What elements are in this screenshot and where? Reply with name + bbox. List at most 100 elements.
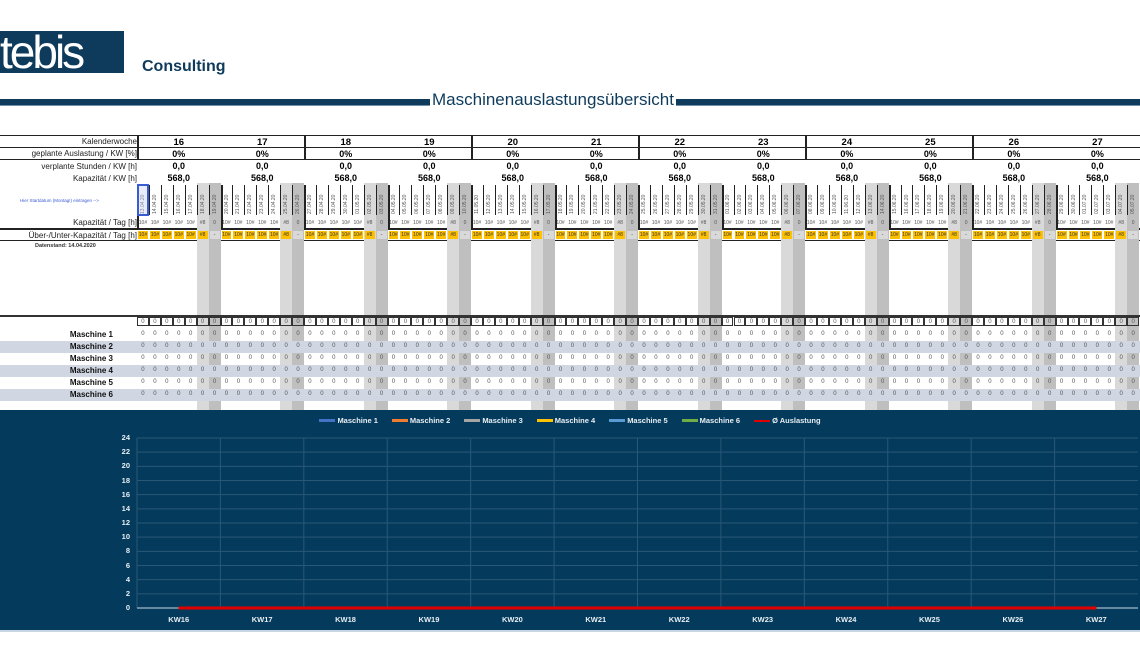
day-date[interactable]: 17.05.20: [545, 194, 552, 214]
day-border: [805, 185, 808, 228]
day-date[interactable]: 03.07.20: [1106, 194, 1113, 214]
day-date[interactable]: 15.05.20: [521, 194, 528, 214]
day-date[interactable]: 15.04.20: [163, 194, 170, 214]
day-date[interactable]: 28.04.20: [318, 194, 325, 214]
day-border: [1019, 185, 1021, 215]
day-date[interactable]: 22.06.20: [975, 194, 982, 214]
day-date[interactable]: 09.05.20: [450, 194, 457, 214]
day-date[interactable]: 20.06.20: [951, 194, 958, 214]
day-date[interactable]: 16.05.20: [533, 194, 540, 214]
machine-day-cell: 0: [1107, 391, 1111, 397]
day-date[interactable]: 03.05.20: [378, 194, 385, 214]
day-date[interactable]: 26.04.20: [295, 194, 302, 214]
day-over-under: 10#: [436, 231, 447, 239]
day-date[interactable]: 14.06.20: [879, 194, 886, 214]
day-date[interactable]: 05.06.20: [772, 194, 779, 214]
machine-day-cell: 0: [761, 331, 765, 337]
day-date[interactable]: 01.05.20: [354, 194, 361, 214]
day-date[interactable]: 04.05.20: [390, 194, 397, 214]
day-date[interactable]: 27.06.20: [1034, 194, 1041, 214]
day-over-under: 10#: [579, 231, 590, 239]
day-date[interactable]: 18.05.20: [557, 194, 564, 214]
day-date[interactable]: 21.06.20: [963, 194, 970, 214]
day-date[interactable]: 04.06.20: [760, 194, 767, 214]
day-date[interactable]: 20.05.20: [581, 194, 588, 214]
day-capacity: 10#: [1081, 220, 1090, 226]
machine-day-cell: 0: [1131, 367, 1135, 373]
day-date[interactable]: 19.06.20: [939, 194, 946, 214]
day-date[interactable]: 07.05.20: [426, 194, 433, 214]
day-date[interactable]: 16.06.20: [903, 194, 910, 214]
machine-day-cell: 0: [451, 391, 455, 397]
day-date[interactable]: 24.06.20: [998, 194, 1005, 214]
machine-day-cell: 0: [594, 391, 598, 397]
day-over-under: 10#: [973, 231, 984, 239]
day-date[interactable]: 17.04.20: [187, 194, 194, 214]
day-date[interactable]: 06.05.20: [414, 194, 421, 214]
day-sum-cell: 0: [423, 317, 436, 326]
day-date[interactable]: 28.05.20: [676, 194, 683, 214]
day-date[interactable]: 13.06.20: [867, 194, 874, 214]
day-date[interactable]: 02.05.20: [366, 194, 373, 214]
day-date[interactable]: 28.06.20: [1046, 194, 1053, 214]
day-date[interactable]: 26.05.20: [652, 194, 659, 214]
day-date[interactable]: 14.04.20: [151, 194, 158, 214]
day-date[interactable]: 20.04.20: [223, 194, 230, 214]
day-date[interactable]: 11.06.20: [843, 194, 850, 214]
day-date[interactable]: 22.04.20: [247, 194, 254, 214]
day-date[interactable]: 03.06.20: [748, 194, 755, 214]
day-date[interactable]: 30.04.20: [342, 194, 349, 214]
machine-day-cell: 0: [964, 379, 968, 385]
day-date[interactable]: 23.06.20: [987, 194, 994, 214]
day-date[interactable]: 19.05.20: [569, 194, 576, 214]
day-date[interactable]: 21.05.20: [593, 194, 600, 214]
day-date[interactable]: 31.05.20: [712, 194, 719, 214]
day-date[interactable]: 11.05.20: [474, 194, 481, 214]
day-date[interactable]: 08.06.20: [808, 194, 815, 214]
day-date[interactable]: 30.05.20: [700, 194, 707, 214]
day-date[interactable]: 06.06.20: [784, 194, 791, 214]
day-date[interactable]: 24.04.20: [271, 194, 278, 214]
day-date[interactable]: 12.05.20: [485, 194, 492, 214]
day-date[interactable]: 10.05.20: [462, 194, 469, 214]
day-date[interactable]: 29.04.20: [330, 194, 337, 214]
day-date[interactable]: 01.07.20: [1082, 194, 1089, 214]
day-date[interactable]: 17.06.20: [915, 194, 922, 214]
day-date[interactable]: 30.06.20: [1070, 194, 1077, 214]
day-date[interactable]: 29.06.20: [1058, 194, 1065, 214]
day-date[interactable]: 27.04.20: [307, 194, 314, 214]
day-date[interactable]: 02.06.20: [736, 194, 743, 214]
day-date[interactable]: 07.06.20: [796, 194, 803, 214]
day-date[interactable]: 24.05.20: [629, 194, 636, 214]
day-date[interactable]: 09.06.20: [820, 194, 826, 214]
day-date[interactable]: 27.05.20: [664, 194, 671, 214]
day-date[interactable]: 25.04.20: [283, 194, 290, 214]
day-date[interactable]: 05.07.20: [1130, 194, 1137, 214]
day-date[interactable]: 04.07.20: [1118, 194, 1125, 214]
machine-day-cell: 0: [272, 331, 276, 337]
day-date[interactable]: 21.04.20: [235, 194, 242, 214]
day-date[interactable]: 08.05.20: [438, 194, 445, 214]
day-date[interactable]: 16.04.20: [175, 194, 182, 214]
day-date[interactable]: 23.05.20: [617, 194, 624, 214]
day-date[interactable]: 26.06.20: [1022, 194, 1029, 214]
day-date[interactable]: 05.05.20: [402, 194, 409, 214]
day-date[interactable]: 22.05.20: [605, 194, 612, 214]
day-date[interactable]: 14.05.20: [509, 194, 516, 214]
day-date[interactable]: 25.05.20: [641, 194, 648, 214]
day-date[interactable]: 12.06.20: [855, 194, 862, 214]
day-border: [709, 185, 711, 215]
day-date[interactable]: 01.06.20: [724, 194, 731, 214]
day-date[interactable]: 23.04.20: [259, 194, 266, 214]
day-date[interactable]: 10.06.20: [831, 194, 838, 214]
day-date[interactable]: 18.06.20: [927, 194, 934, 214]
day-date[interactable]: 13.05.20: [497, 194, 504, 214]
day-date[interactable]: 25.06.20: [1010, 194, 1017, 214]
day-date[interactable]: 29.05.20: [688, 194, 695, 214]
day-date[interactable]: 02.07.20: [1094, 194, 1101, 214]
machine-day-cell: 0: [296, 391, 300, 397]
day-date[interactable]: 19.04.20: [211, 194, 218, 214]
day-date[interactable]: 15.06.20: [891, 194, 898, 214]
start-date-cell[interactable]: [137, 184, 149, 216]
day-date[interactable]: 18.04.20: [199, 194, 206, 214]
